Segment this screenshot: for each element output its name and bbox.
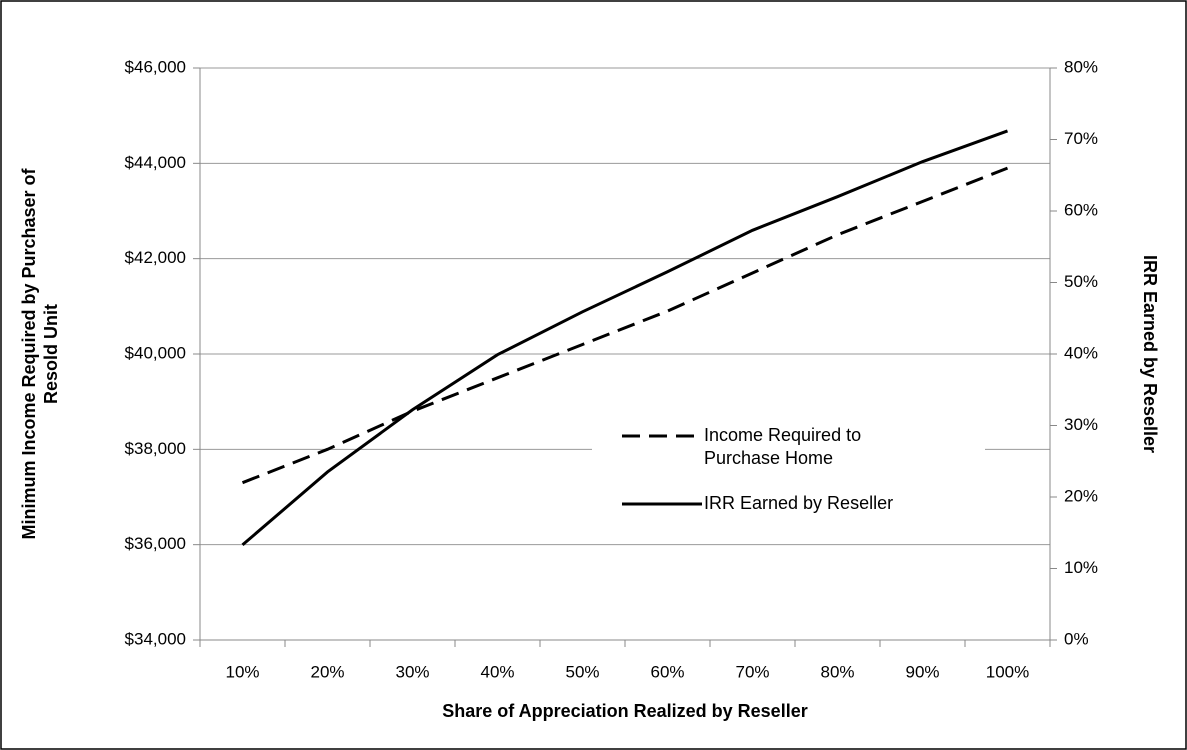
y2-tick-label: 10% bbox=[1064, 558, 1098, 577]
y2-tick-label: 30% bbox=[1064, 415, 1098, 434]
y-tick-label: $40,000 bbox=[125, 343, 186, 362]
legend-entry: Income Required to Purchase Home bbox=[704, 425, 862, 468]
y2-axis-title: IRR Earned by Reseller bbox=[1140, 254, 1160, 454]
legend-entry: IRR Earned by Reseller bbox=[704, 493, 894, 513]
x-tick-label: 100% bbox=[986, 662, 1029, 681]
y2-tick-label: 0% bbox=[1064, 629, 1089, 648]
legend-label: Income Required to Purchase Home bbox=[704, 425, 862, 468]
x-tick-label: 60% bbox=[650, 662, 684, 681]
y-tick-label: $44,000 bbox=[125, 153, 186, 172]
series-line bbox=[241, 166, 1009, 485]
legend-label: IRR Earned by Reseller bbox=[704, 493, 894, 513]
y-tick-label: $36,000 bbox=[125, 534, 186, 553]
x-tick-label: 10% bbox=[225, 662, 259, 681]
x-tick-label: 80% bbox=[820, 662, 854, 681]
y2-tick-label: 40% bbox=[1064, 343, 1098, 362]
series-line bbox=[241, 129, 1009, 547]
legend-box bbox=[592, 416, 985, 526]
x-tick-label: 20% bbox=[310, 662, 344, 681]
x-tick-label: 30% bbox=[395, 662, 429, 681]
y2-tick-label: 70% bbox=[1064, 129, 1098, 148]
x-tick-label: 70% bbox=[735, 662, 769, 681]
y2-tick-label: 80% bbox=[1064, 57, 1098, 76]
x-tick-label: 90% bbox=[905, 662, 939, 681]
y-tick-label: $34,000 bbox=[125, 629, 186, 648]
y2-tick-label: 60% bbox=[1064, 200, 1098, 219]
y-tick-label: $38,000 bbox=[125, 439, 186, 458]
y2-tick-label: 50% bbox=[1064, 272, 1098, 291]
y2-tick-label: 20% bbox=[1064, 486, 1098, 505]
y-tick-label: $46,000 bbox=[125, 57, 186, 76]
y-tick-label: $42,000 bbox=[125, 248, 186, 267]
x-axis-title: Share of Appreciation Realized by Resell… bbox=[442, 701, 808, 721]
x-tick-label: 40% bbox=[480, 662, 514, 681]
x-tick-label: 50% bbox=[565, 662, 599, 681]
y-axis-title: Minimum Income Required by Purchaser of … bbox=[19, 168, 61, 540]
